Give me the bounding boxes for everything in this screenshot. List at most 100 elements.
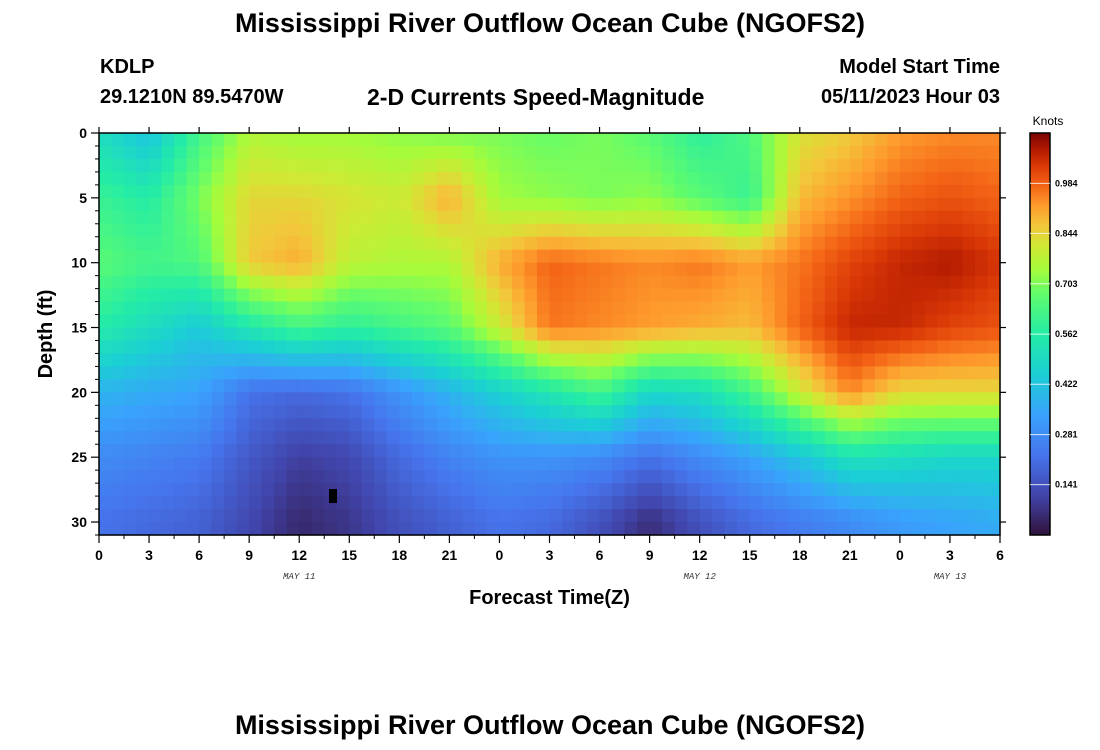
heatmap-cell bbox=[824, 509, 838, 523]
heatmap-cell bbox=[486, 444, 501, 458]
heatmap-cell bbox=[774, 184, 788, 199]
heatmap-cell bbox=[862, 444, 876, 458]
heatmap-cell bbox=[349, 353, 363, 368]
heatmap-cell bbox=[574, 418, 588, 432]
heatmap-cell bbox=[411, 210, 425, 225]
heatmap-cell bbox=[111, 340, 125, 355]
heatmap-cell bbox=[974, 457, 989, 471]
heatmap-cell bbox=[286, 275, 300, 290]
heatmap-cell bbox=[161, 223, 175, 238]
heatmap-cell bbox=[249, 470, 263, 484]
heatmap-cell bbox=[224, 301, 238, 316]
heatmap-cell bbox=[712, 223, 726, 238]
heatmap-cell bbox=[249, 223, 263, 238]
heatmap-cell bbox=[549, 210, 563, 225]
heatmap-cell bbox=[749, 288, 763, 303]
heatmap-cell bbox=[912, 431, 926, 445]
heatmap-cell bbox=[562, 509, 576, 523]
heatmap-cell bbox=[737, 509, 751, 523]
heatmap-cell bbox=[524, 184, 538, 199]
heatmap-cell bbox=[511, 171, 526, 186]
heatmap-cell bbox=[899, 366, 913, 380]
heatmap-cell bbox=[587, 145, 601, 160]
heatmap-cell bbox=[812, 483, 826, 497]
heatmap-cell bbox=[474, 327, 488, 342]
heatmap-cell bbox=[436, 275, 450, 290]
heatmap-cell bbox=[349, 431, 363, 445]
heatmap-cell bbox=[862, 158, 876, 173]
heatmap-cell bbox=[249, 133, 263, 147]
heatmap-cell bbox=[624, 288, 638, 303]
heatmap-cell bbox=[411, 366, 425, 380]
heatmap-cell bbox=[424, 275, 438, 290]
heatmap-cell bbox=[436, 184, 450, 199]
heatmap-cell bbox=[124, 301, 138, 316]
heatmap-cell bbox=[211, 353, 225, 368]
heatmap-cell bbox=[649, 405, 663, 419]
x-tick-label: 15 bbox=[742, 547, 758, 563]
heatmap-cell bbox=[674, 249, 688, 264]
heatmap-cell bbox=[849, 223, 863, 238]
heatmap-cell bbox=[749, 444, 763, 458]
heatmap-cell bbox=[824, 470, 838, 484]
heatmap-cell bbox=[887, 197, 901, 212]
heatmap-cell bbox=[274, 444, 288, 458]
heatmap-cell bbox=[286, 314, 300, 329]
x-tick-label: 0 bbox=[496, 547, 504, 563]
heatmap-cell bbox=[662, 236, 676, 251]
heatmap-cell bbox=[174, 275, 188, 290]
heatmap-cell bbox=[937, 340, 951, 355]
heatmap-cell bbox=[874, 379, 888, 393]
heatmap-cell bbox=[236, 353, 250, 368]
heatmap-cell bbox=[849, 366, 863, 380]
heatmap-cell bbox=[186, 249, 200, 264]
heatmap-cell bbox=[461, 262, 476, 277]
heatmap-cell bbox=[862, 314, 876, 329]
heatmap-cell bbox=[974, 522, 989, 536]
heatmap-cell bbox=[386, 444, 400, 458]
heatmap-cell bbox=[887, 340, 901, 355]
heatmap-cell bbox=[186, 171, 200, 186]
heatmap-cell bbox=[486, 496, 501, 510]
heatmap-cell bbox=[399, 197, 413, 212]
heatmap-cell bbox=[724, 483, 738, 497]
heatmap-cell bbox=[724, 392, 738, 406]
heatmap-cell bbox=[587, 418, 601, 432]
heatmap-cell bbox=[261, 483, 275, 497]
heatmap-cell bbox=[211, 275, 225, 290]
heatmap-cell bbox=[587, 158, 601, 173]
heatmap-cell bbox=[524, 405, 538, 419]
heatmap-cell bbox=[962, 431, 976, 445]
heatmap-cell bbox=[749, 457, 763, 471]
heatmap-cell bbox=[436, 314, 450, 329]
heatmap-cell bbox=[449, 405, 463, 419]
heatmap-cell bbox=[712, 210, 726, 225]
heatmap-cell bbox=[174, 431, 188, 445]
heatmap-cell bbox=[724, 145, 738, 160]
heatmap-cell bbox=[374, 184, 388, 199]
heatmap-cell bbox=[937, 327, 951, 342]
heatmap-cell bbox=[324, 522, 338, 536]
heatmap-cell bbox=[349, 197, 363, 212]
heatmap-cell bbox=[399, 379, 413, 393]
heatmap-cell bbox=[211, 483, 225, 497]
heatmap-cell bbox=[236, 275, 250, 290]
heatmap-cell bbox=[449, 301, 463, 316]
heatmap-cell bbox=[174, 327, 188, 342]
heatmap-cell bbox=[361, 457, 375, 471]
heatmap-cell bbox=[274, 509, 288, 523]
heatmap-cell bbox=[549, 392, 563, 406]
heatmap-cell bbox=[474, 522, 488, 536]
heatmap-cell bbox=[687, 249, 701, 264]
heatmap-cell bbox=[662, 418, 676, 432]
heatmap-cell bbox=[662, 301, 676, 316]
x-tick-label: 18 bbox=[392, 547, 408, 563]
heatmap-cell bbox=[211, 249, 225, 264]
heatmap-cell bbox=[562, 236, 576, 251]
heatmap-cell bbox=[774, 171, 788, 186]
heatmap-cell bbox=[274, 483, 288, 497]
heatmap-cell bbox=[912, 262, 926, 277]
heatmap-cell bbox=[762, 249, 776, 264]
heatmap-cell bbox=[724, 275, 738, 290]
heatmap-cell bbox=[324, 197, 338, 212]
